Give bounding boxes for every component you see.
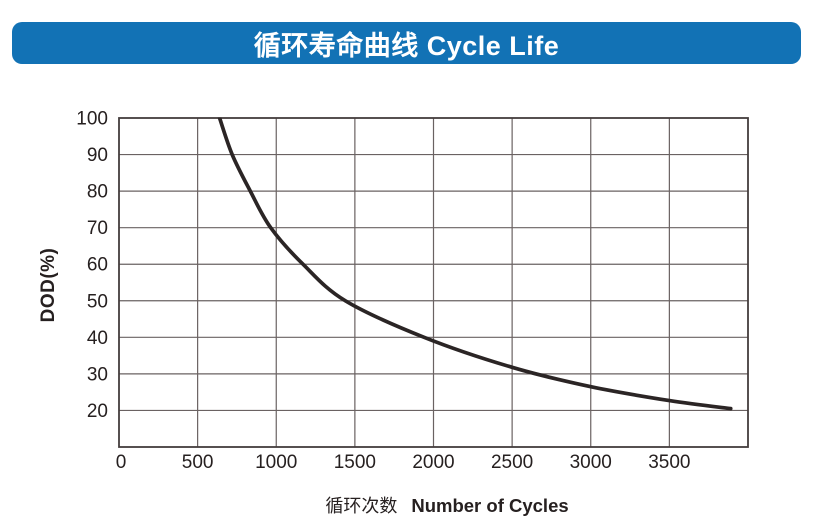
x-tick-label: 500 xyxy=(182,452,214,473)
x-tick-label: 0 xyxy=(116,452,127,473)
plot-border xyxy=(118,117,749,448)
y-tick-label: 20 xyxy=(87,401,108,422)
y-axis-title: DOD(%) xyxy=(38,247,59,323)
x-axis-title-en: Number of Cycles xyxy=(411,495,569,516)
x-tick-label: 2000 xyxy=(412,452,454,473)
y-tick-label: 50 xyxy=(87,291,108,312)
y-tick-label: 100 xyxy=(76,109,108,130)
title-banner: 循环寿命曲线 Cycle Life xyxy=(12,22,801,64)
y-tick-label: 30 xyxy=(87,364,108,385)
x-tick-label: 2500 xyxy=(491,452,533,473)
y-tick-label: 70 xyxy=(87,218,108,239)
x-tick-label: 1000 xyxy=(255,452,297,473)
x-tick-label: 1500 xyxy=(334,452,376,473)
cycle-life-curve xyxy=(217,117,733,411)
x-axis-title-zh: 循环次数 xyxy=(325,496,398,516)
y-tick-label: 60 xyxy=(87,255,108,276)
x-tick-label: 3000 xyxy=(570,452,612,473)
y-tick-label: 40 xyxy=(87,328,108,349)
y-tick-label: 90 xyxy=(87,145,108,166)
page-title: 循环寿命曲线 Cycle Life xyxy=(253,30,560,61)
y-tick-label: 80 xyxy=(87,182,108,203)
x-axis-title: 循环次数 Number of Cycles xyxy=(325,492,568,518)
x-tick-label: 3500 xyxy=(648,452,690,473)
